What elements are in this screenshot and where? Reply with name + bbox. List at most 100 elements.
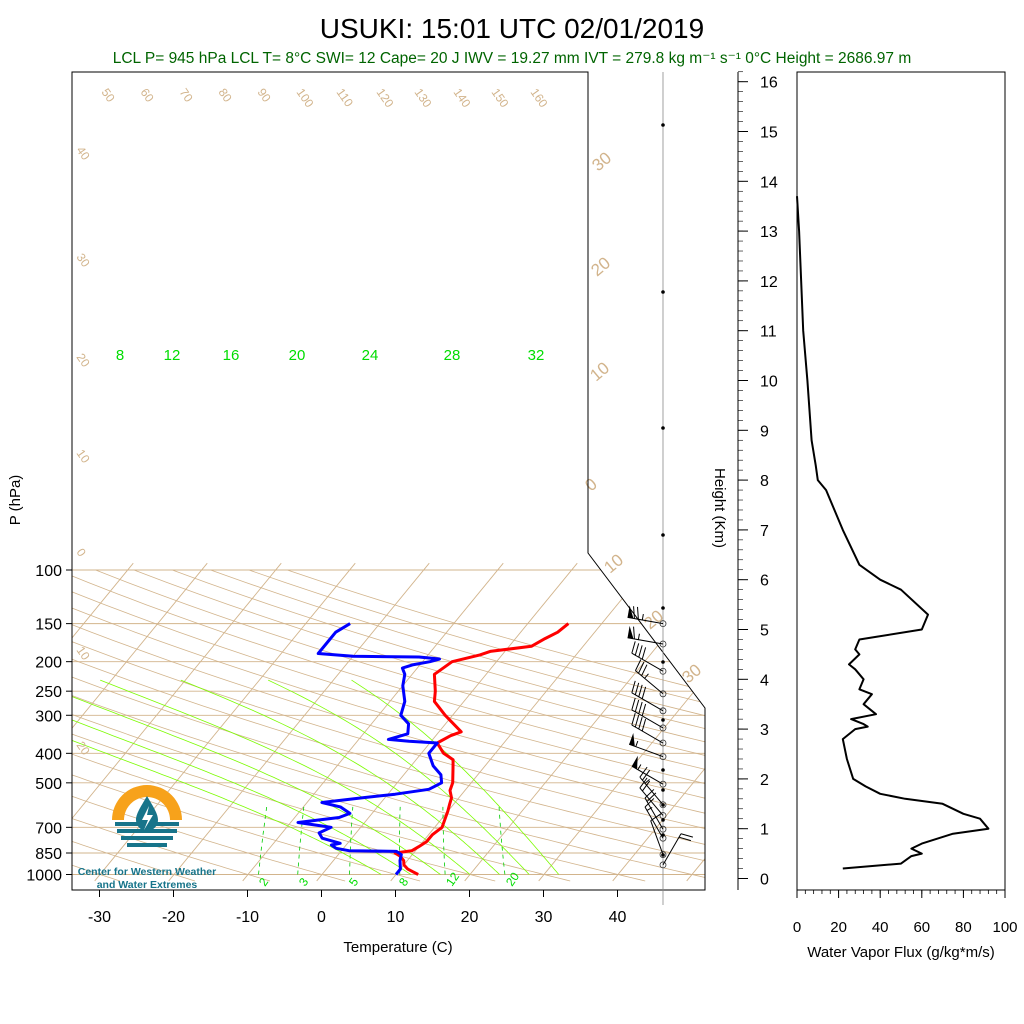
wind-barb <box>631 712 664 744</box>
barb-level-dot <box>661 768 665 772</box>
isotherm-line <box>761 563 1022 881</box>
barb-level-dot <box>661 853 665 857</box>
moist-adiabat-label: 28 <box>444 347 461 364</box>
theta-side-label: 10 <box>74 644 93 663</box>
barb-level-dot <box>661 426 665 430</box>
theta-side-label: 0 <box>74 546 89 560</box>
isotherm-line <box>316 562 578 882</box>
wind-barb <box>644 798 664 839</box>
moist-adiabat-line <box>268 679 530 875</box>
skew-t-frame <box>71 71 706 891</box>
isotherm-line <box>72 562 134 882</box>
barb-level-dot <box>661 803 665 807</box>
theta-label: 140 <box>451 86 474 111</box>
dry-adiabat-line <box>72 569 705 882</box>
isotherm-line <box>686 562 705 882</box>
height-tick-label: 11 <box>760 324 777 341</box>
moist-adiabat-line <box>100 679 471 875</box>
barb-level-dot <box>661 533 665 537</box>
theta-label: 130 <box>412 86 435 111</box>
height-tick-label: 15 <box>760 125 778 142</box>
theta-label: 120 <box>374 86 397 111</box>
theta-label: 100 <box>294 86 317 111</box>
dry-adiabat-line <box>248 569 705 882</box>
moist-adiabat-line <box>180 679 500 875</box>
theta-label: 70 <box>177 86 196 105</box>
dry-adiabat-line <box>133 569 705 882</box>
y-tick-label: 700 <box>35 820 62 837</box>
barb-station <box>659 801 667 809</box>
height-tick-label: 16 <box>760 75 778 92</box>
barb-level-dot <box>661 123 665 127</box>
wind-barb <box>662 833 694 866</box>
wind-barb <box>631 755 664 785</box>
moist-adiabat-label: 12 <box>164 347 181 364</box>
y-tick-label: 150 <box>35 617 62 634</box>
height-tick-label: 12 <box>760 274 778 291</box>
mixing-ratio-line <box>258 806 268 875</box>
barb-station <box>659 739 667 747</box>
mixing-ratio-label: 12 <box>443 869 462 888</box>
chart-title: USUKI: 15:01 UTC 02/01/2019 <box>320 13 704 44</box>
isotherm-line <box>72 562 208 882</box>
x-tick-label: 30 <box>535 909 553 926</box>
wind-barb <box>629 733 664 758</box>
y-axis-label: P (hPa) <box>7 475 24 526</box>
chart-subtitle: LCL P= 945 hPa LCL T= 8°C SWI= 12 Cape= … <box>113 50 912 67</box>
flux-x-axis-label: Water Vapor Flux (g/kg*m/s) <box>807 944 995 961</box>
theta-label: 60 <box>138 86 157 105</box>
logo-sun-arc <box>112 785 182 820</box>
moist-adiabat-line <box>72 679 412 875</box>
dry-adiabat-line <box>72 569 705 882</box>
wind-barb <box>634 659 664 695</box>
mixing-ratio-label: 8 <box>396 875 411 889</box>
barb-level-dot <box>661 718 665 722</box>
flux-x-tick-label: 0 <box>793 919 801 936</box>
moist-adiabat-label: 20 <box>289 347 306 364</box>
barb-station <box>659 753 667 760</box>
flux-x-tick-label: 100 <box>992 919 1017 936</box>
temperature-profiles <box>296 622 570 876</box>
height-tick-label: 9 <box>760 423 769 440</box>
flux-x-tick-label: 60 <box>913 919 930 936</box>
theta-e-label: 30 <box>588 148 615 175</box>
wind-barb <box>627 605 664 625</box>
height-tick-label: 7 <box>760 523 769 540</box>
logo-bolt-icon <box>142 806 153 830</box>
theta-label: 110 <box>334 86 357 110</box>
barb-station <box>659 707 667 715</box>
height-tick-label: 10 <box>760 374 778 391</box>
isotherm-line <box>168 562 430 882</box>
barb-level-dot <box>661 818 665 822</box>
isotherm-line <box>538 562 705 882</box>
theta-label: 90 <box>255 86 274 105</box>
theta-e-label: 20 <box>587 253 614 280</box>
wind-barb <box>639 777 664 816</box>
y-tick-label: 250 <box>35 684 62 701</box>
barb-level-dot <box>661 833 665 837</box>
dry-adiabat-line <box>72 569 705 882</box>
theta-side-label: 40 <box>74 144 93 163</box>
x-tick-label: -10 <box>236 909 259 926</box>
mixing-ratio-line <box>498 806 506 875</box>
moist-adiabat-label: 16 <box>223 347 240 364</box>
dry-adiabat-line <box>72 569 705 882</box>
theta-e-label: 10 <box>586 358 613 385</box>
dry-adiabat-line <box>72 569 496 882</box>
barb-station <box>659 620 667 628</box>
dry-adiabat-line <box>172 569 705 882</box>
y-tick-label: 850 <box>35 846 62 863</box>
mixing-ratio-line <box>349 806 354 875</box>
barb-level-dot <box>661 606 665 610</box>
y-tick-label: 200 <box>35 655 62 672</box>
moist-adiabat-label: 32 <box>528 347 545 364</box>
theta-side-label: 20 <box>74 351 93 370</box>
height-tick-label: 8 <box>760 473 769 490</box>
dry-adiabat-line <box>95 569 705 882</box>
theta-side-label: 10 <box>74 447 93 466</box>
theta-label: 50 <box>99 86 118 105</box>
height-tick-label: 6 <box>760 573 769 590</box>
x-axis-label: Temperature (C) <box>343 939 452 956</box>
